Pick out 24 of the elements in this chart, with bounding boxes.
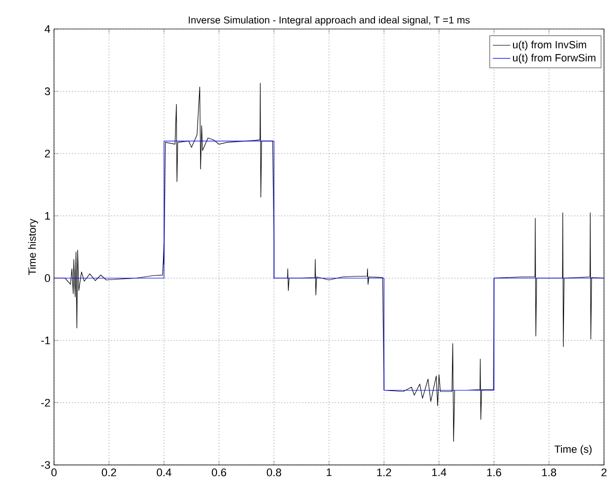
x-tick-label: 1.8 [542, 468, 556, 476]
y-tick-label: 3 [44, 87, 50, 96]
x-tick-label: 1.2 [377, 468, 392, 476]
x-axis-title: Time (s) [554, 445, 592, 455]
y-tick-label: -3 [41, 461, 50, 469]
y-tick-label: -1 [41, 336, 50, 344]
x-tick-label: 0.2 [102, 468, 116, 476]
x-tick-label: 0 [51, 468, 57, 476]
y-tick-label: -2 [41, 398, 50, 407]
y-tick-label: 0 [44, 274, 50, 282]
x-tick-label: 1 [326, 468, 332, 476]
y-tick-label: 2 [44, 150, 50, 158]
x-tick-label: 0.4 [156, 468, 172, 476]
y-tick-label: 4 [44, 25, 50, 33]
y-axis-title: Time history [28, 218, 38, 276]
legend-label: u(t) from ForwSim [513, 54, 596, 64]
x-tick-label: 2 [602, 468, 607, 476]
x-tick-label: 1.6 [487, 468, 502, 476]
x-tick-label: 0.6 [212, 468, 226, 476]
x-tick-label: 0.8 [266, 468, 282, 476]
y-tick-label: 1 [45, 212, 50, 220]
x-tick-label: 1.4 [432, 468, 446, 476]
legend-label: u(t) from InvSim [513, 40, 586, 50]
chart-title: Inverse Simulation - Integral approach and ideal signal, T =1 ms [188, 16, 470, 26]
